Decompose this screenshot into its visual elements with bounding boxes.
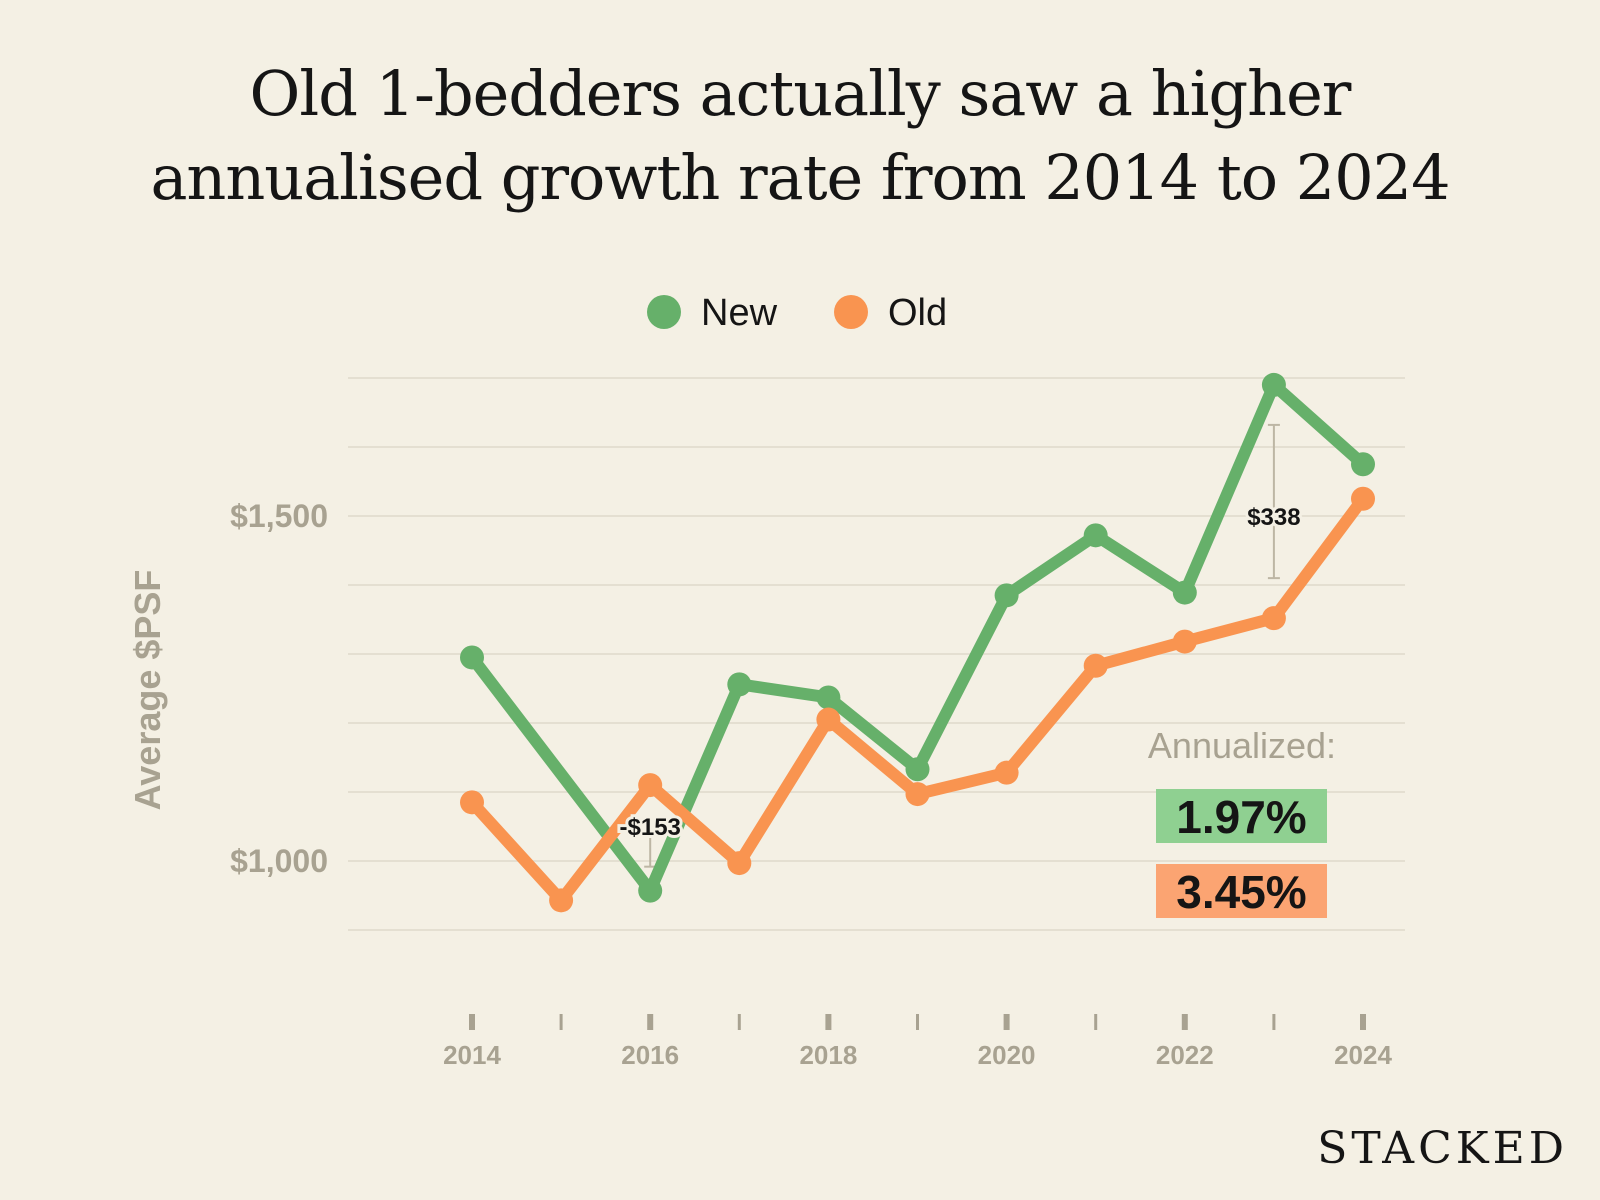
x-tick-label: 2022 [1156,1040,1214,1070]
data-point-old [549,888,574,913]
data-point-new [1172,580,1197,605]
data-point-new [1351,452,1375,477]
series-line-new [466,378,1369,897]
data-point-new [460,645,484,670]
annualized-value-new: 1.97% [1176,791,1306,843]
data-point-new [727,672,752,697]
data-point-old [816,707,841,732]
title-line-2: annualised growth rate from 2014 to 2024 [150,141,1450,214]
title-line-1: Old 1-bedders actually saw a higher [249,57,1352,130]
annualized-badge-new [1156,789,1327,843]
y-tick-label: $1,000 [230,843,328,879]
annualized-label: Annualized: [1148,725,1336,766]
data-point-old [1083,653,1108,678]
legend-label-new: New [701,292,778,334]
brand-logo: STACKED [1317,1123,1568,1174]
data-point-old [905,782,930,807]
legend-label-old: Old [888,292,947,334]
data-point-old [1351,486,1375,511]
difference-annotation: $338 [1247,504,1300,531]
chart-title: Old 1-bedders actually saw a higher annu… [0,52,1600,220]
data-point-new [1083,523,1108,548]
x-tick-label: 2014 [443,1040,501,1070]
data-point-new [1261,372,1286,397]
data-point-old [727,851,752,876]
data-point-old [1261,606,1286,631]
x-tick-label: 2024 [1334,1040,1392,1070]
y-tick-label: $1,500 [230,498,328,534]
data-point-new [994,583,1019,608]
legend-marker-new [647,295,681,329]
data-point-new [905,757,930,782]
annualized-value-old: 3.45% [1176,866,1306,918]
x-tick-label: 2020 [978,1040,1036,1070]
difference-annotation: -$153 [620,814,681,841]
data-point-old [994,760,1019,785]
annualized-badge-old [1156,864,1327,918]
y-axis-label: Average $PSF [127,570,168,811]
x-tick-label: 2018 [799,1040,857,1070]
data-point-old [1172,629,1197,654]
x-tick-label: 2016 [621,1040,679,1070]
data-point-old [638,773,663,798]
legend-marker-old [834,295,868,329]
data-point-old [460,790,484,815]
data-point-new [816,685,841,710]
data-point-new [638,878,663,903]
